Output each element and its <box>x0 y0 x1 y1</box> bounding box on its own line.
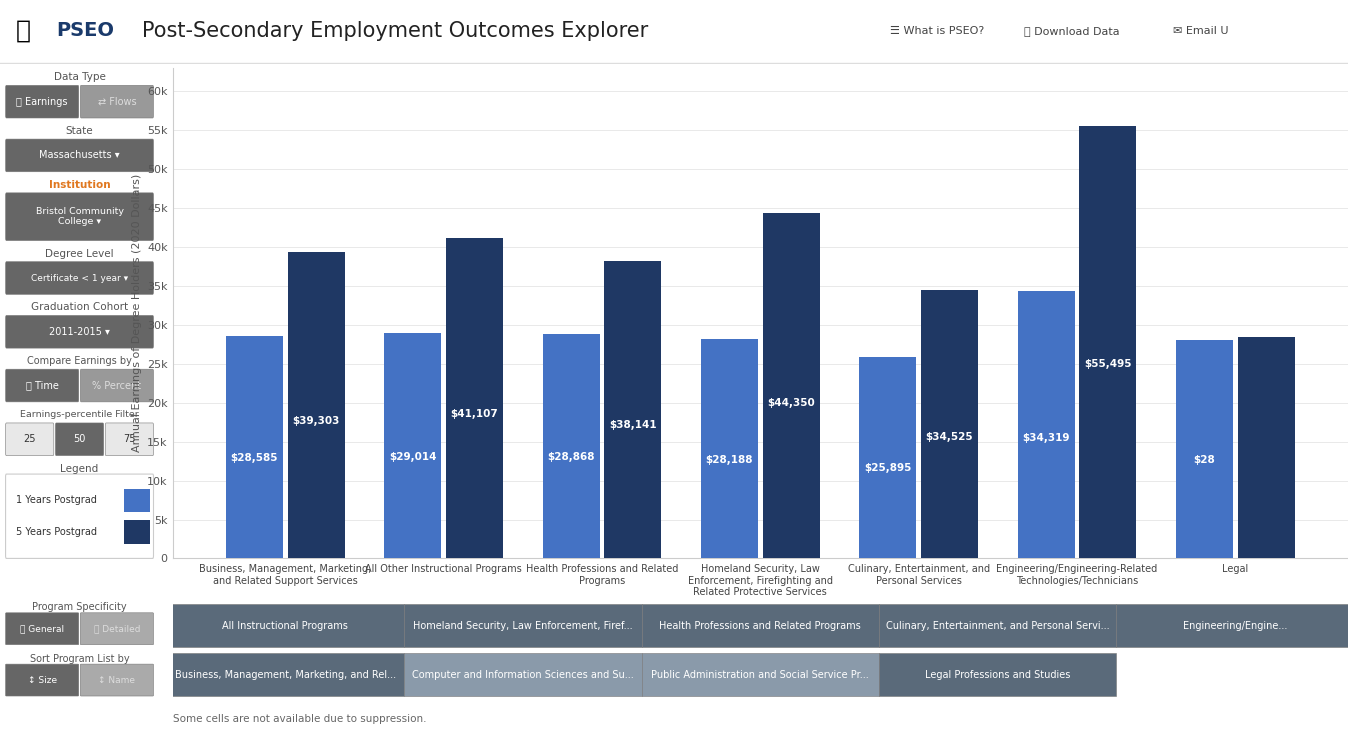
Text: Degree Level: Degree Level <box>46 248 113 258</box>
Text: ↕ Size: ↕ Size <box>27 675 57 685</box>
Text: $28,868: $28,868 <box>547 453 594 462</box>
Text: $38,141: $38,141 <box>609 420 656 430</box>
Text: Business, Management, Marketing, and Rel...: Business, Management, Marketing, and Rel… <box>175 669 396 680</box>
Text: Institution: Institution <box>49 180 111 190</box>
Text: % Percent: % Percent <box>93 380 142 391</box>
Bar <box>859 357 917 558</box>
Bar <box>1175 340 1233 558</box>
FancyBboxPatch shape <box>5 474 154 558</box>
FancyBboxPatch shape <box>81 85 154 118</box>
Text: ⬛ Earnings: ⬛ Earnings <box>16 96 67 107</box>
Bar <box>384 333 441 558</box>
FancyBboxPatch shape <box>5 261 154 294</box>
Text: $25,895: $25,895 <box>864 463 911 473</box>
Text: Engineering/Engine...: Engineering/Engine... <box>1184 621 1287 631</box>
FancyBboxPatch shape <box>879 604 1116 648</box>
Bar <box>1018 291 1074 558</box>
Text: 2011-2015 ▾: 2011-2015 ▾ <box>49 327 111 337</box>
Text: ⏱ Time: ⏱ Time <box>26 380 58 391</box>
Text: Culinary, Entertainment, and Personal Servi...: Culinary, Entertainment, and Personal Se… <box>886 621 1109 631</box>
Bar <box>604 261 662 558</box>
Text: 📊 Detailed: 📊 Detailed <box>93 624 140 633</box>
Text: Computer and Information Sciences and Su...: Computer and Information Sciences and Su… <box>412 669 634 680</box>
Text: 🗂 General: 🗂 General <box>20 624 65 633</box>
Text: State: State <box>66 126 93 136</box>
Text: PSEO: PSEO <box>57 21 115 40</box>
FancyBboxPatch shape <box>1116 604 1348 648</box>
Text: $28,585: $28,585 <box>231 453 278 464</box>
Bar <box>124 520 150 544</box>
Y-axis label: Annual Earnings of Degree Holders (2020 Dollars): Annual Earnings of Degree Holders (2020 … <box>132 174 142 453</box>
Text: $44,350: $44,350 <box>767 398 816 408</box>
Text: $28,188: $28,188 <box>705 455 754 465</box>
FancyBboxPatch shape <box>5 139 154 172</box>
Text: 1 Years Postgrad: 1 Years Postgrad <box>16 496 97 505</box>
Text: Sort Program List by: Sort Program List by <box>30 654 129 664</box>
Bar <box>921 290 977 558</box>
FancyBboxPatch shape <box>642 604 879 648</box>
Text: ⤓ Download Data: ⤓ Download Data <box>1024 26 1120 36</box>
Text: Bristol Community
College ▾: Bristol Community College ▾ <box>35 207 124 226</box>
Text: $55,495: $55,495 <box>1084 359 1131 369</box>
Bar <box>226 336 283 558</box>
Text: ⇄ Flows: ⇄ Flows <box>97 96 136 107</box>
Text: Homeland Security, Law Enforcement, Firef...: Homeland Security, Law Enforcement, Fire… <box>412 621 632 631</box>
FancyBboxPatch shape <box>5 85 78 118</box>
FancyBboxPatch shape <box>55 423 104 456</box>
Bar <box>287 253 345 558</box>
FancyBboxPatch shape <box>81 664 154 696</box>
Text: Legend: Legend <box>61 464 98 474</box>
Text: Data Type: Data Type <box>54 72 105 82</box>
Text: $28: $28 <box>1193 456 1215 465</box>
FancyBboxPatch shape <box>81 369 154 402</box>
FancyBboxPatch shape <box>5 423 54 456</box>
FancyBboxPatch shape <box>5 369 78 402</box>
Bar <box>543 334 600 558</box>
Text: Legal Professions and Studies: Legal Professions and Studies <box>925 669 1070 680</box>
Bar <box>1237 337 1294 558</box>
FancyBboxPatch shape <box>167 653 404 696</box>
FancyBboxPatch shape <box>81 612 154 645</box>
Text: 🎓: 🎓 <box>16 19 31 43</box>
Text: 50: 50 <box>73 434 86 445</box>
Bar <box>124 489 150 512</box>
FancyBboxPatch shape <box>167 604 404 648</box>
Text: $39,303: $39,303 <box>293 415 340 426</box>
Text: Post-Secondary Employment Outcomes Explorer: Post-Secondary Employment Outcomes Explo… <box>142 21 648 41</box>
Text: ✉ Email U: ✉ Email U <box>1173 26 1228 36</box>
Text: Program Specificity: Program Specificity <box>32 602 127 612</box>
Bar <box>701 339 758 558</box>
Text: $34,319: $34,319 <box>1022 433 1070 443</box>
Text: Some cells are not available due to suppression.: Some cells are not available due to supp… <box>173 715 426 724</box>
Bar <box>446 239 503 558</box>
FancyBboxPatch shape <box>5 315 154 348</box>
Text: $29,014: $29,014 <box>390 452 437 462</box>
Text: ↕ Name: ↕ Name <box>98 675 135 685</box>
FancyBboxPatch shape <box>879 653 1116 696</box>
FancyBboxPatch shape <box>5 664 78 696</box>
Text: Public Administration and Social Service Pr...: Public Administration and Social Service… <box>651 669 869 680</box>
Text: Health Professions and Related Programs: Health Professions and Related Programs <box>659 621 861 631</box>
Text: Massachusetts ▾: Massachusetts ▾ <box>39 150 120 161</box>
FancyBboxPatch shape <box>5 193 154 241</box>
Bar <box>1080 126 1136 558</box>
FancyBboxPatch shape <box>5 612 78 645</box>
Text: 25: 25 <box>23 434 36 445</box>
Text: 5 Years Postgrad: 5 Years Postgrad <box>16 527 97 537</box>
Text: $41,107: $41,107 <box>450 410 499 420</box>
Text: $34,525: $34,525 <box>926 432 973 442</box>
Text: 75: 75 <box>123 434 136 445</box>
Text: Compare Earnings by: Compare Earnings by <box>27 356 132 366</box>
FancyBboxPatch shape <box>404 604 642 648</box>
Text: Earnings-percentile Filter: Earnings-percentile Filter <box>20 410 139 419</box>
FancyBboxPatch shape <box>404 653 642 696</box>
Text: All Instructional Programs: All Instructional Programs <box>222 621 348 631</box>
Bar <box>763 213 820 558</box>
FancyBboxPatch shape <box>642 653 879 696</box>
Text: Certificate < 1 year ▾: Certificate < 1 year ▾ <box>31 274 128 283</box>
Text: Graduation Cohort: Graduation Cohort <box>31 302 128 312</box>
FancyBboxPatch shape <box>105 423 154 456</box>
Text: ☰ What is PSEO?: ☰ What is PSEO? <box>890 26 984 36</box>
